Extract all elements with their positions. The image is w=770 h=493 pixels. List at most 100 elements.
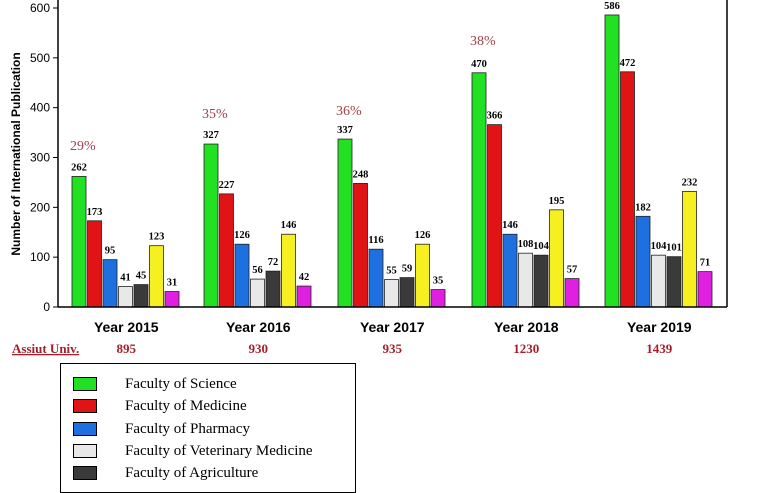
y-tick-label: 100 <box>30 250 50 264</box>
value-label: 126 <box>415 230 431 241</box>
value-label: 182 <box>635 202 651 213</box>
bar <box>620 71 635 308</box>
value-label: 146 <box>281 220 297 231</box>
bar <box>518 252 533 308</box>
value-label: 146 <box>502 220 518 231</box>
percentage-label: 35% <box>202 107 228 122</box>
bar <box>281 233 296 308</box>
bar <box>399 277 415 308</box>
bar <box>549 209 564 308</box>
value-label: 31 <box>167 278 178 289</box>
value-label: 586 <box>604 1 620 12</box>
x-tick-label: Year 2016 <box>226 319 291 335</box>
bars <box>71 14 713 308</box>
y-axis-label: Number of International Publication <box>9 52 23 255</box>
value-label: 472 <box>620 58 636 69</box>
value-label: 56 <box>252 265 263 276</box>
value-label: 126 <box>234 230 250 241</box>
value-label: 123 <box>149 232 165 243</box>
bar <box>71 176 87 308</box>
bar <box>265 270 281 308</box>
percentage-label: 29% <box>70 139 96 154</box>
bar <box>149 245 164 308</box>
value-label: 95 <box>105 246 116 257</box>
legend-label: Faculty of Medicine <box>125 397 247 414</box>
y-tick-label: 200 <box>30 200 50 214</box>
y-tick-label: 400 <box>30 101 50 115</box>
x-tick-label: Year 2017 <box>360 319 425 335</box>
legend-swatch <box>73 399 97 413</box>
bar <box>337 138 353 308</box>
legend-label: Faculty of Science <box>125 375 237 392</box>
bar <box>219 193 234 308</box>
value-label: 104 <box>651 241 668 252</box>
bar <box>415 243 430 308</box>
y-tick-label: 0 <box>43 300 50 314</box>
value-label: 248 <box>353 169 369 180</box>
bar-chart: 0 100 200 300 400 500 600 262 173 95 41 45 123 31 327… <box>9 0 728 356</box>
bar <box>133 284 149 308</box>
bar <box>384 279 399 308</box>
value-label: 57 <box>567 265 578 276</box>
value-label: 71 <box>700 258 711 269</box>
univ-total: 930 <box>249 341 269 356</box>
legend-swatch <box>73 466 97 480</box>
bar <box>430 289 446 308</box>
value-label: 232 <box>682 177 698 188</box>
bar <box>487 124 502 308</box>
value-label: 101 <box>666 243 682 254</box>
value-label: 72 <box>268 257 279 268</box>
bar <box>353 183 368 308</box>
y-tick-label: 500 <box>30 51 50 65</box>
value-label: 173 <box>87 207 103 218</box>
legend-item-medicine: Faculty of Medicine <box>73 396 247 416</box>
percentage-label: 38% <box>470 34 496 49</box>
value-label: 337 <box>337 125 353 136</box>
value-label: 108 <box>518 239 534 250</box>
value-label: 470 <box>471 59 487 70</box>
bar <box>118 286 133 308</box>
bar <box>102 259 118 308</box>
bar <box>368 248 384 308</box>
bar <box>471 72 487 308</box>
value-label: 42 <box>299 272 310 283</box>
value-label: 195 <box>549 196 565 207</box>
bar <box>651 254 666 308</box>
bar <box>635 215 651 308</box>
legend-label: Faculty of Agriculture <box>125 464 259 481</box>
value-label: 104 <box>533 241 550 252</box>
bar <box>502 233 518 308</box>
univ-total: 895 <box>117 341 137 356</box>
legend-item-agriculture: Faculty of Agriculture <box>73 463 258 483</box>
x-tick-label: Year 2019 <box>627 319 692 335</box>
bar <box>250 278 265 308</box>
legend-item-veterinary: Faculty of Veterinary Medicine <box>73 441 313 461</box>
x-tick-labels: Year 2015 Year 2016 Year 2017 Year 2018 Year… <box>94 319 692 335</box>
value-label: 262 <box>71 162 87 173</box>
legend: Faculty of Science Faculty of Medicine F… <box>60 363 356 493</box>
legend-swatch <box>73 444 97 458</box>
value-label: 35 <box>433 276 444 287</box>
bar <box>296 285 312 308</box>
bar <box>87 220 102 308</box>
legend-item-science: Faculty of Science <box>73 374 237 394</box>
percentage-annotations: 29% 35% 36% 38% <box>70 34 496 154</box>
bar <box>533 254 549 308</box>
value-label: 45 <box>136 271 147 282</box>
legend-swatch <box>73 377 97 391</box>
value-labels: 262 173 95 41 45 123 31 327 227 126 56 72 146 42 337 24… <box>71 1 710 289</box>
bar <box>164 291 180 308</box>
legend-item-pharmacy: Faculty of Pharmacy <box>73 419 250 439</box>
bar <box>234 243 250 308</box>
value-label: 366 <box>487 111 503 122</box>
bar <box>203 143 219 308</box>
x-tick-label: Year 2018 <box>494 319 559 335</box>
bar <box>682 190 697 308</box>
univ-totals: 895 930 935 1230 1439 <box>117 341 673 356</box>
legend-swatch <box>73 422 97 436</box>
legend-label: Faculty of Veterinary Medicine <box>125 442 313 459</box>
value-label: 59 <box>402 264 413 275</box>
bar <box>604 14 620 308</box>
value-label: 41 <box>120 273 131 284</box>
y-axis-ticks: 0 100 200 300 400 500 600 <box>30 1 58 314</box>
